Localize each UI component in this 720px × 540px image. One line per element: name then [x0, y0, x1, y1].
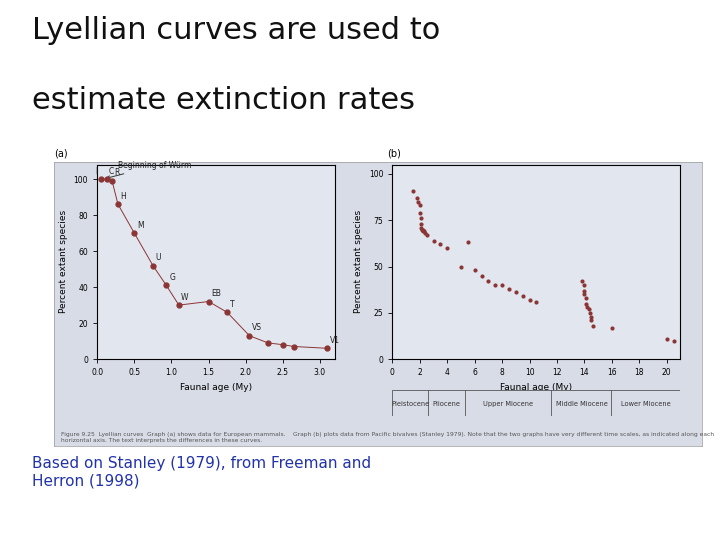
Point	[587, 321, 598, 330]
Text: Middle Miocene: Middle Miocene	[556, 401, 608, 407]
Text: Figure 9.25  Lyellian curves  Graph (a) shows data for European mammals.    Grap: Figure 9.25 Lyellian curves Graph (a) sh…	[61, 432, 714, 443]
Text: M: M	[138, 220, 144, 230]
Point	[523, 295, 535, 304]
Text: V1: V1	[330, 336, 341, 345]
Point	[581, 303, 593, 312]
Text: VS: VS	[253, 323, 262, 332]
Text: Pleistocene: Pleistocene	[391, 401, 429, 407]
Text: Lower Miocene: Lower Miocene	[621, 401, 671, 407]
Point	[576, 277, 588, 286]
Point	[496, 281, 508, 289]
Point	[416, 225, 428, 234]
Point	[503, 285, 515, 293]
Point	[531, 298, 542, 306]
X-axis label: Faunal age (My): Faunal age (My)	[500, 383, 572, 391]
X-axis label: Faunal age (My): Faunal age (My)	[180, 383, 252, 391]
Text: (a): (a)	[55, 149, 68, 159]
Point	[413, 198, 424, 206]
Point	[441, 244, 453, 252]
Point	[582, 305, 594, 313]
Point	[517, 292, 528, 300]
Point	[585, 316, 597, 325]
Point	[415, 220, 427, 228]
Point	[417, 225, 428, 234]
Point	[462, 238, 474, 247]
Text: W: W	[181, 293, 189, 301]
Point	[585, 312, 597, 321]
Point	[414, 208, 426, 217]
Point	[476, 272, 487, 280]
Point	[414, 201, 426, 210]
Point	[408, 186, 419, 195]
Point	[435, 240, 446, 248]
Point	[579, 281, 590, 289]
Text: R: R	[114, 168, 120, 177]
Point	[415, 224, 427, 232]
Point	[510, 288, 521, 297]
Point	[661, 334, 672, 343]
Point	[418, 227, 430, 235]
Text: C: C	[109, 166, 114, 176]
Point	[584, 308, 595, 317]
Text: Based on Stanley (1979), from Freeman and
Herron (1998): Based on Stanley (1979), from Freeman an…	[32, 456, 372, 489]
Point	[482, 277, 494, 286]
Text: T: T	[230, 300, 235, 309]
Point	[418, 227, 429, 235]
Point	[415, 214, 426, 222]
Text: (b): (b)	[387, 149, 400, 159]
Text: H: H	[120, 192, 126, 201]
Point	[411, 194, 423, 202]
Point	[455, 262, 467, 271]
Point	[428, 237, 439, 245]
Point	[420, 229, 431, 238]
Point	[421, 231, 433, 239]
Text: U: U	[156, 253, 161, 262]
Text: estimate extinction rates: estimate extinction rates	[32, 86, 415, 116]
Point	[579, 286, 590, 295]
Point	[580, 299, 592, 308]
Y-axis label: Percent extant species: Percent extant species	[354, 211, 364, 313]
Text: Upper Miocene: Upper Miocene	[483, 401, 534, 407]
Text: EB: EB	[212, 289, 222, 298]
Point	[579, 290, 590, 299]
Text: Pliocene: Pliocene	[433, 401, 461, 407]
Text: Beginning of Würm: Beginning of Würm	[107, 161, 192, 179]
Point	[490, 281, 501, 289]
Point	[469, 266, 480, 274]
Point	[667, 336, 679, 345]
Point	[580, 294, 592, 302]
Text: G: G	[169, 273, 175, 282]
Text: Lyellian curves are used to: Lyellian curves are used to	[32, 16, 441, 45]
Y-axis label: Percent extant species: Percent extant species	[59, 211, 68, 313]
Text: I: I	[96, 166, 98, 176]
Point	[606, 323, 618, 332]
